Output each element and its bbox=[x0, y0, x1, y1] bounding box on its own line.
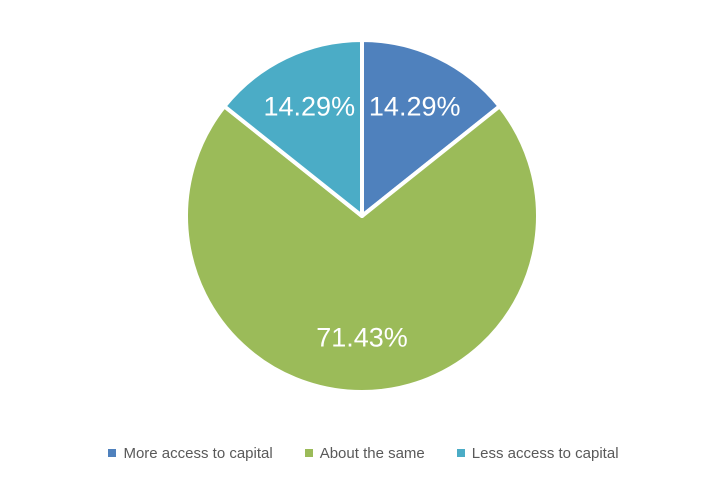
pie-plot-area: 14.29% 71.43% 14.29% bbox=[184, 38, 540, 395]
legend-label: More access to capital bbox=[123, 444, 273, 462]
pie-slice-less-access-to-capital[interactable] bbox=[222, 38, 364, 218]
data-label-more-access-to-capital: 14.29% bbox=[369, 92, 461, 122]
legend-label: About the same bbox=[319, 444, 425, 462]
data-label-less-access-to-capital: 14.29% bbox=[264, 92, 356, 122]
chart-legend: More access to capital About the same Less… bbox=[0, 443, 727, 463]
legend-item-less-access-to-capital[interactable]: Less access to capital bbox=[456, 444, 619, 462]
pie-slice-more-access-to-capital[interactable] bbox=[360, 38, 502, 218]
legend-swatch-icon bbox=[456, 449, 465, 457]
pie-slice-about-the-same[interactable] bbox=[184, 104, 540, 395]
data-label-about-the-same: 71.43% bbox=[316, 322, 408, 352]
legend-swatch-icon bbox=[304, 449, 313, 457]
legend-item-more-access-to-capital[interactable]: More access to capital bbox=[108, 444, 273, 462]
legend-item-about-the-same[interactable]: About the same bbox=[304, 444, 425, 462]
legend-swatch-icon bbox=[108, 449, 117, 457]
legend-label: Less access to capital bbox=[471, 444, 619, 462]
